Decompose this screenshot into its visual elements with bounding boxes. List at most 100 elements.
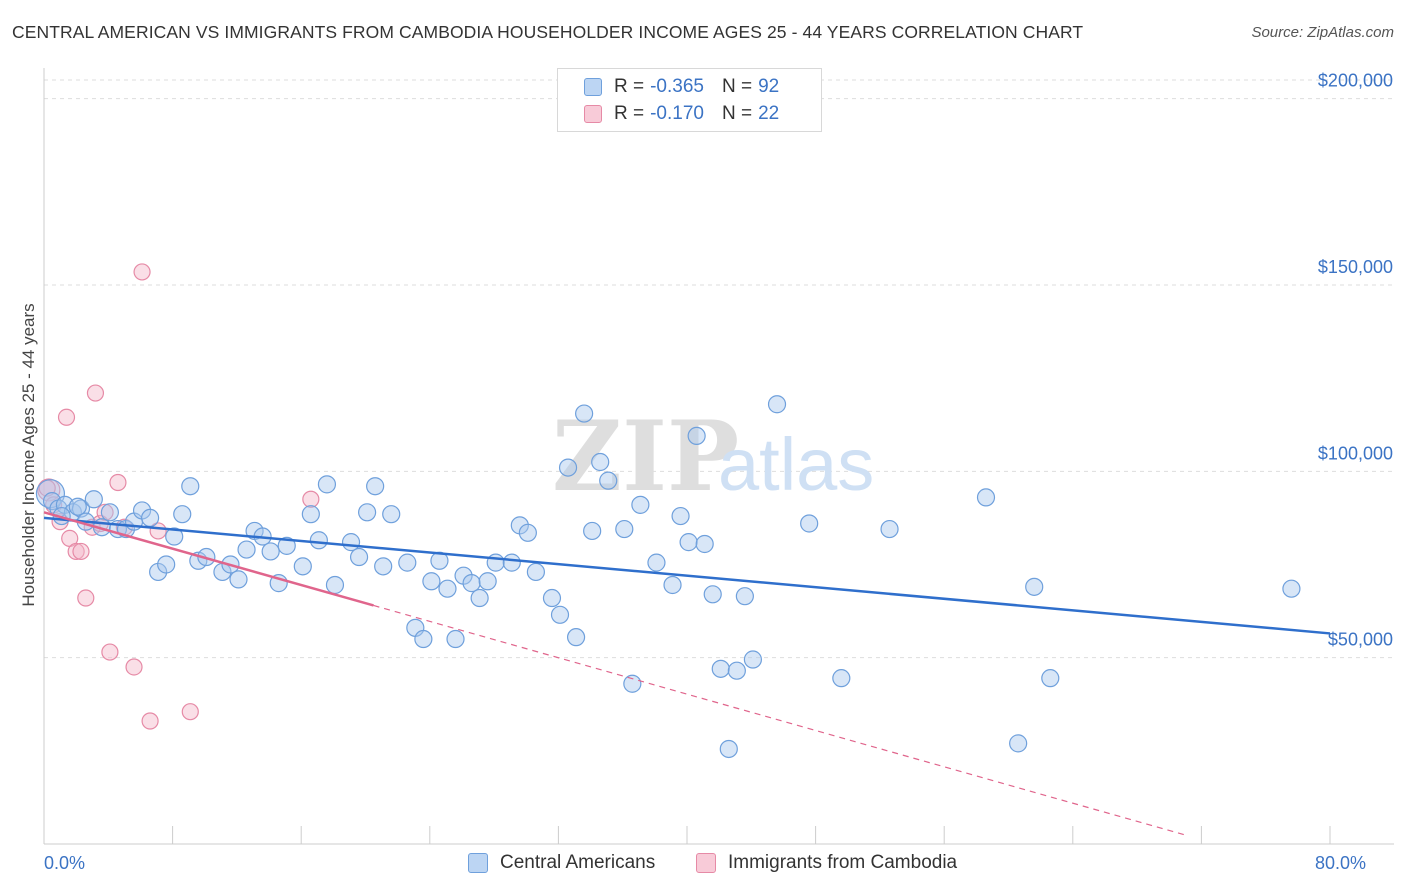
x-tick-label: 80.0%: [1315, 853, 1366, 873]
central-american-point: [671, 506, 690, 526]
watermark-atlas: atlas: [718, 423, 874, 506]
central-american-point: [374, 557, 393, 576]
central-american-point: [703, 585, 722, 604]
central-american-point: [623, 674, 642, 693]
cambodia-trendline: [43, 511, 374, 607]
central-american-point: [438, 579, 457, 598]
watermark-zip: ZIP: [552, 400, 739, 513]
central-american-point: [719, 739, 738, 759]
central-american-point: [687, 426, 706, 446]
central-american-point: [382, 505, 401, 524]
central-american-point: [566, 628, 586, 647]
central-american-point: [462, 574, 481, 593]
central-american-point: [478, 572, 497, 591]
central-american-point: [1009, 734, 1028, 753]
central-american-point: [1041, 669, 1060, 688]
cambodia-point: [57, 408, 76, 426]
central-american-point: [261, 542, 280, 561]
legend-row-central-americans: R = -0.365 N = 92: [584, 74, 779, 100]
cambodia-point: [96, 503, 114, 521]
legend-swatch-pink: [584, 105, 602, 123]
central-american-point: [976, 488, 996, 507]
central-american-point: [68, 497, 87, 516]
bottom-legend-swatch-pink: [696, 853, 716, 873]
central-american-point: [615, 519, 634, 539]
central-american-point: [767, 395, 787, 414]
central-american-point: [880, 519, 899, 539]
axis-layer: [43, 68, 1394, 845]
x-tick-label: 0.0%: [44, 853, 85, 873]
central-american-point: [502, 553, 521, 572]
legend-n-label: N =: [721, 103, 753, 124]
central-american-point: [84, 490, 103, 509]
central-american-point: [100, 503, 120, 522]
cambodia-point: [133, 263, 151, 281]
y-axis-label: Householder Income Ages 25 - 44 years: [19, 303, 38, 606]
cambodia-point: [181, 703, 199, 721]
central-american-point: [486, 553, 505, 572]
central-american-point: [446, 629, 465, 649]
y-tick-label: $50,000: [1328, 630, 1393, 650]
central-american-trendline: [43, 516, 1331, 635]
central-american-point: [181, 477, 200, 496]
legend-row-cambodia: R = -0.170 N = 22: [584, 101, 779, 127]
cambodia-point: [302, 490, 320, 508]
central-american-point: [422, 572, 441, 591]
central-american-point: [470, 588, 489, 608]
legend-n-value: 22: [758, 103, 780, 124]
central-american-points: [35, 395, 1301, 759]
cambodia-point: [72, 542, 90, 561]
central-american-point: [1282, 579, 1301, 598]
correlation-legend: R = -0.365 N = 92 R = -0.170 N = 22: [557, 68, 822, 132]
tick-layer: $50,000 $100,000 $150,000 $200,000 0.0% 80.0%: [44, 71, 1393, 873]
bottom-legend-label: Central Americans: [500, 852, 656, 873]
grid-layer: [44, 79, 1394, 659]
central-american-point: [301, 505, 320, 524]
cambodia-point: [109, 473, 127, 492]
cambodia-points: [37, 263, 320, 730]
central-american-point: [277, 536, 296, 555]
y-tick-label: $100,000: [1318, 443, 1393, 463]
central-american-point: [583, 521, 602, 541]
cambodia-point: [86, 384, 105, 402]
central-american-point: [558, 458, 578, 477]
legend-r-label: R =: [614, 76, 645, 97]
legend-n-label: N =: [721, 76, 753, 97]
central-american-point: [631, 495, 650, 514]
central-american-point: [647, 553, 666, 572]
central-american-point: [832, 669, 851, 688]
central-american-point: [679, 533, 698, 552]
legend-n-value: 92: [758, 76, 780, 97]
central-american-point: [735, 587, 754, 606]
central-american-point: [173, 505, 192, 524]
central-american-point: [317, 475, 337, 494]
cambodia-point: [125, 658, 143, 676]
legend-r-value: -0.170: [650, 103, 704, 124]
central-american-point: [518, 523, 537, 542]
central-american-point: [1025, 577, 1044, 596]
central-american-point: [591, 452, 610, 472]
chart-title: CENTRAL AMERICAN VS IMMIGRANTS FROM CAMB…: [12, 22, 1084, 42]
central-american-point: [743, 650, 763, 669]
central-american-point: [165, 527, 184, 546]
central-american-point: [229, 570, 248, 589]
central-american-point: [366, 477, 385, 496]
central-american-point: [341, 533, 361, 552]
cambodia-point: [141, 712, 159, 730]
trend-layer: [43, 511, 1331, 836]
central-american-point: [727, 661, 746, 680]
central-american-point: [293, 557, 312, 576]
central-american-point: [398, 553, 417, 572]
central-american-point: [542, 588, 562, 608]
y-tick-label: $150,000: [1318, 257, 1393, 277]
legend-r-value: -0.365: [650, 76, 704, 97]
cambodia-point: [101, 643, 119, 661]
central-american-point: [349, 547, 369, 567]
bottom-legend-label: Immigrants from Cambodia: [728, 852, 958, 873]
cambodia-point: [77, 589, 95, 607]
central-american-point: [414, 629, 433, 649]
central-american-point: [695, 534, 714, 554]
central-american-point: [140, 508, 160, 528]
central-american-point: [800, 514, 819, 533]
